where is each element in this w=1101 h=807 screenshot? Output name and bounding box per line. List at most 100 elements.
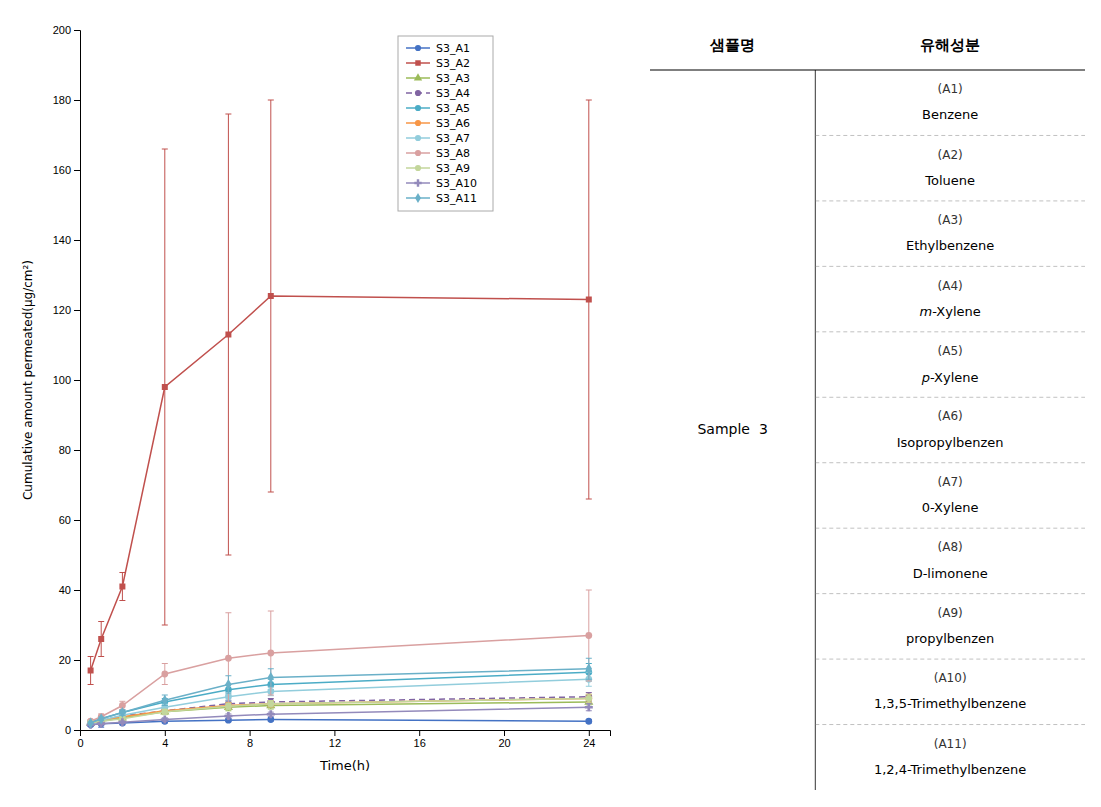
- table-separator: [815, 397, 1085, 398]
- series: [87, 672, 592, 726]
- axis-line: [74, 31, 81, 731]
- table-separator: [815, 266, 1085, 267]
- tick: 20: [498, 730, 510, 749]
- legend-box: [398, 36, 493, 211]
- legend-item: S3_A3: [406, 72, 470, 85]
- table-code: (A6): [938, 409, 963, 423]
- tick-label: 20: [498, 737, 510, 749]
- point: [225, 679, 231, 690]
- tick: 100: [53, 374, 80, 386]
- tick-mark: [74, 380, 80, 381]
- tick-label: 20: [59, 654, 71, 666]
- point: [161, 708, 168, 715]
- series: [87, 664, 592, 726]
- plot: 04812162024020406080100120140160180200S3…: [53, 24, 611, 749]
- tick-label: 4: [162, 737, 168, 749]
- axis-line: [81, 731, 611, 737]
- legend-item: S3_A6: [406, 117, 470, 130]
- error-bar: [225, 676, 231, 694]
- series: [87, 703, 593, 729]
- point: [161, 715, 169, 723]
- tick: 4: [162, 730, 168, 749]
- marks: [86, 100, 593, 729]
- point: [586, 297, 592, 303]
- point: [585, 718, 592, 725]
- point: [585, 703, 593, 711]
- point: [585, 632, 592, 639]
- table-name: Toluene: [924, 173, 975, 188]
- series: [87, 693, 592, 727]
- legend-label: S3_A2: [436, 57, 470, 70]
- error-bar: [225, 703, 231, 709]
- series: [87, 694, 592, 726]
- tick-label: 100: [53, 374, 71, 386]
- tick-mark: [74, 590, 80, 591]
- point: [586, 663, 592, 674]
- table-code: (A3): [938, 213, 963, 227]
- table-separator: [815, 462, 1085, 463]
- legend-symbol: [414, 73, 422, 80]
- legend-symbol: [415, 135, 421, 141]
- table-separator: [815, 331, 1085, 332]
- y-axis-title: Cumulative amount permeated(μg/cm²): [21, 260, 35, 500]
- point: [268, 293, 274, 299]
- point: [98, 636, 104, 642]
- point: [267, 710, 275, 718]
- legend-item: S3_A1: [406, 42, 470, 55]
- table-header: 샘플명: [709, 36, 755, 54]
- table-separator: [815, 593, 1085, 594]
- tick: 16: [414, 730, 426, 749]
- point: [161, 671, 168, 678]
- tick-mark: [74, 240, 80, 241]
- tick-label: 12: [329, 737, 341, 749]
- tick-label: 0: [77, 737, 83, 749]
- series-line: [91, 679, 589, 723]
- legend-symbol: [415, 105, 421, 111]
- series-line: [91, 669, 589, 723]
- tick-label: 0: [65, 724, 71, 736]
- point: [267, 700, 274, 707]
- tspan: m: [920, 304, 933, 319]
- tick-mark: [74, 100, 80, 101]
- series-line: [91, 296, 589, 671]
- tick-label: 180: [53, 94, 71, 106]
- table-separator: [815, 724, 1085, 725]
- tick-mark: [334, 730, 335, 736]
- point: [267, 650, 274, 657]
- tick-label: 160: [53, 164, 71, 176]
- table-name: p-Xylene: [921, 369, 979, 384]
- legend-label: S3_A5: [436, 102, 470, 115]
- table: 샘플명유해성분Sample 3(A1)Benzene(A2)Toluene(A3…: [650, 36, 1085, 791]
- legend-item: S3_A10: [406, 177, 477, 190]
- legend-label: S3_A9: [436, 162, 470, 175]
- tick-mark: [74, 660, 80, 661]
- y-axis: 020406080100120140160180200: [53, 24, 81, 736]
- legend-item: S3_A9: [406, 162, 470, 175]
- point: [88, 668, 94, 674]
- legend-symbol: [415, 120, 421, 126]
- series: [87, 658, 592, 728]
- tick-label: 16: [414, 737, 426, 749]
- table-separator: [815, 135, 1085, 136]
- error-bar: [162, 709, 168, 714]
- tick: 12: [329, 730, 341, 749]
- error-bar: [225, 613, 231, 704]
- tick-mark: [74, 450, 80, 451]
- tick-mark: [74, 310, 80, 311]
- table-rule: [650, 69, 1085, 70]
- legend-label: S3_A11: [436, 192, 477, 205]
- tick-mark: [74, 30, 80, 31]
- legend-symbol: [415, 90, 421, 96]
- table-name: Isopropylbenzen: [897, 435, 1004, 450]
- tick-mark: [504, 730, 505, 736]
- error-bar: [268, 701, 274, 707]
- legend-symbol: [415, 150, 421, 156]
- point: [98, 713, 104, 724]
- tick: 0: [65, 724, 80, 736]
- legend-item: S3_A2: [406, 57, 470, 70]
- legend-label: S3_A6: [436, 117, 470, 130]
- point: [87, 717, 93, 728]
- error-bar: [586, 590, 592, 681]
- table-header: 유해성분: [920, 36, 980, 54]
- legend-symbol: [415, 165, 421, 171]
